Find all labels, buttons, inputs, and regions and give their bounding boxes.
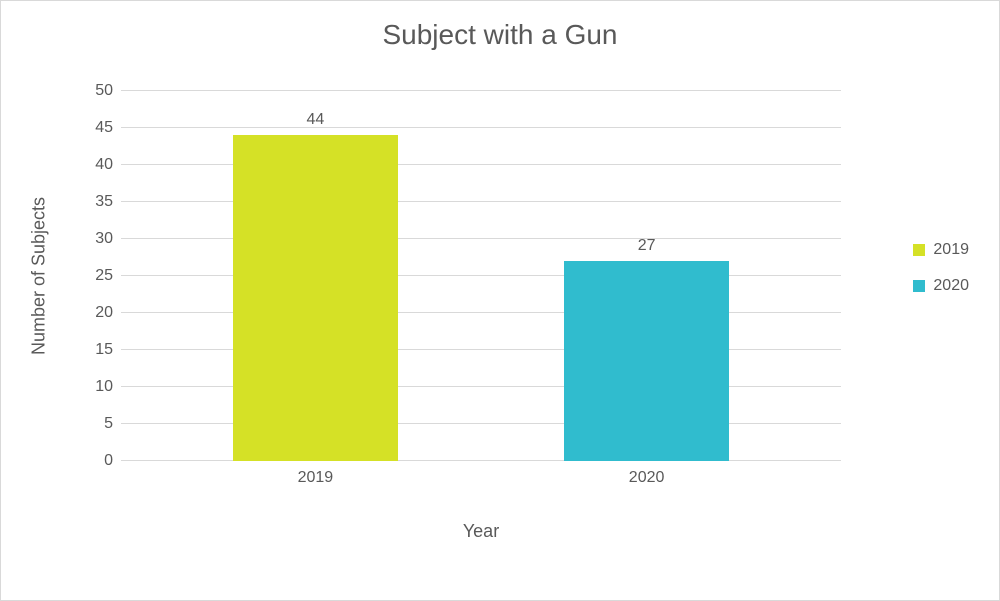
y-tick-label: 30: [95, 230, 121, 248]
chart-title: Subject with a Gun: [1, 19, 999, 51]
gridline: [121, 312, 841, 313]
legend-item: 2020: [913, 277, 969, 295]
chart-frame: Subject with a Gun Number of Subjects 05…: [0, 0, 1000, 601]
y-tick-label: 25: [95, 267, 121, 285]
legend-label: 2019: [933, 241, 969, 259]
y-tick-label: 45: [95, 119, 121, 137]
legend-swatch: [913, 244, 925, 256]
x-tick-label: 2019: [298, 461, 334, 487]
y-axis-title: Number of Subjects: [29, 197, 50, 355]
legend-label: 2020: [933, 277, 969, 295]
gridline: [121, 127, 841, 128]
gridline: [121, 90, 841, 91]
gridline: [121, 164, 841, 165]
y-tick-label: 5: [104, 415, 121, 433]
gridline: [121, 275, 841, 276]
y-tick-label: 35: [95, 193, 121, 211]
bar: [233, 135, 399, 461]
legend: 2019 2020: [913, 241, 969, 295]
bar-value-label: 44: [255, 111, 375, 129]
y-tick-label: 0: [104, 452, 121, 470]
y-tick-label: 10: [95, 378, 121, 396]
y-tick-label: 40: [95, 156, 121, 174]
x-tick-label: 2020: [629, 461, 665, 487]
gridline: [121, 386, 841, 387]
gridline: [121, 349, 841, 350]
y-tick-label: 20: [95, 304, 121, 322]
bar: [564, 261, 730, 461]
x-axis-line: [121, 460, 841, 461]
bar-value-label: 27: [587, 237, 707, 255]
plot-area: 05101520253035404550442019272020: [121, 91, 841, 461]
y-tick-label: 15: [95, 341, 121, 359]
legend-item: 2019: [913, 241, 969, 259]
legend-swatch: [913, 280, 925, 292]
y-tick-label: 50: [95, 82, 121, 100]
x-axis-title: Year: [121, 521, 841, 542]
gridline: [121, 201, 841, 202]
gridline: [121, 238, 841, 239]
gridline: [121, 423, 841, 424]
